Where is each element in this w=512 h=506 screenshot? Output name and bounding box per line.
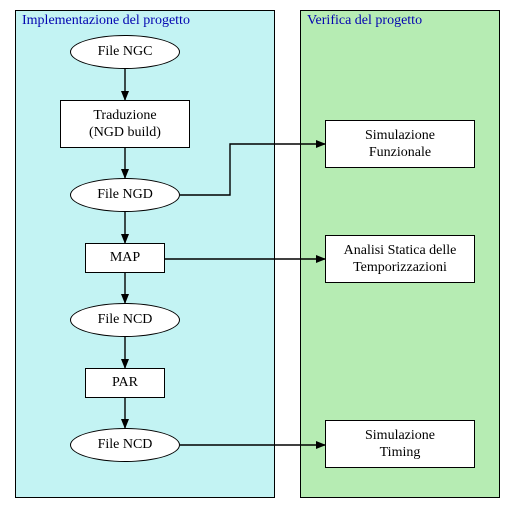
node-simulazione-timing-label: SimulazioneTiming — [365, 427, 435, 462]
node-traduzione-label: Traduzione(NGD build) — [89, 107, 161, 142]
node-analisi-statica-label: Analisi Statica delleTemporizzazioni — [344, 242, 457, 277]
node-file-ncd2-label: File NCD — [98, 437, 153, 453]
node-par-label: PAR — [112, 374, 138, 392]
node-file-ngd-label: File NGD — [97, 187, 153, 203]
node-simulazione-funzionale: SimulazioneFunzionale — [325, 120, 475, 168]
node-file-ncd1: File NCD — [70, 303, 180, 337]
node-par: PAR — [85, 368, 165, 398]
node-file-ngd: File NGD — [70, 178, 180, 212]
node-map-label: MAP — [110, 249, 140, 267]
panel-verification-title: Verifica del progetto — [307, 13, 422, 29]
node-file-ngc-label: File NGC — [98, 44, 153, 60]
node-simulazione-funzionale-label: SimulazioneFunzionale — [365, 127, 435, 162]
node-file-ncd1-label: File NCD — [98, 312, 153, 328]
node-simulazione-timing: SimulazioneTiming — [325, 420, 475, 468]
flowchart-canvas: Implementazione del progetto Verifica de… — [0, 0, 512, 506]
node-file-ngc: File NGC — [70, 35, 180, 69]
node-file-ncd2: File NCD — [70, 428, 180, 462]
panel-implementation-title: Implementazione del progetto — [22, 13, 190, 29]
node-map: MAP — [85, 243, 165, 273]
node-analisi-statica: Analisi Statica delleTemporizzazioni — [325, 235, 475, 283]
node-traduzione: Traduzione(NGD build) — [60, 100, 190, 148]
